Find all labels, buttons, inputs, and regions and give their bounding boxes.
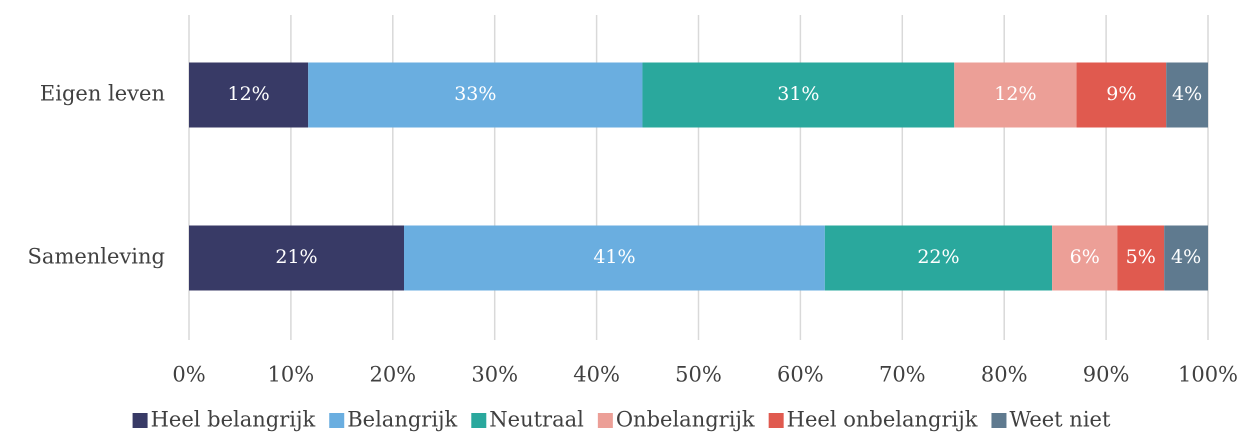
bar-segment [404, 225, 825, 291]
x-tick-label: 100% [1178, 363, 1238, 387]
legend-swatch [329, 413, 345, 428]
x-tick-label: 60% [777, 363, 824, 387]
y-tick-label: Samenleving [28, 245, 165, 269]
x-tick-label: 0% [172, 363, 205, 387]
data-label: 22% [917, 246, 959, 268]
bar-segment [1166, 62, 1208, 128]
legend-label: Heel belangrijk [151, 408, 316, 432]
bar-segment [189, 225, 405, 291]
x-tick-label: 80% [981, 363, 1028, 387]
data-label: 6% [1070, 246, 1100, 268]
data-label: 12% [227, 83, 269, 105]
y-tick-label: Eigen leven [40, 82, 165, 106]
x-tick-label: 50% [675, 363, 722, 387]
x-tick-label: 10% [268, 363, 315, 387]
legend-label: Neutraal [489, 408, 584, 432]
data-label: 4% [1172, 83, 1202, 105]
x-tick-label: 70% [879, 363, 926, 387]
legend-swatch [132, 413, 148, 428]
bar-segment [1117, 225, 1165, 291]
bar-segment [642, 62, 955, 128]
legend-swatch [991, 413, 1007, 428]
legend-label: Onbelangrijk [616, 408, 755, 432]
data-label: 4% [1171, 246, 1201, 268]
bar-segment [954, 62, 1077, 128]
legend-swatch [768, 413, 784, 428]
bar-segment [1052, 225, 1118, 291]
bar-segment [189, 62, 309, 128]
legend-label: Weet niet [1009, 408, 1111, 432]
bar-segment [1076, 62, 1167, 128]
x-tick-label: 90% [1083, 363, 1130, 387]
data-label: 33% [454, 83, 496, 105]
x-tick-label: 40% [573, 363, 620, 387]
bar-segment [308, 62, 643, 128]
legend-swatch [597, 413, 613, 428]
data-label: 5% [1126, 246, 1156, 268]
data-label: 12% [994, 83, 1036, 105]
data-label: 9% [1106, 83, 1136, 105]
legend-label: Heel onbelangrijk [787, 408, 978, 432]
legend-label: Belangrijk [347, 408, 457, 432]
x-tick-label: 30% [471, 363, 518, 387]
data-label: 41% [593, 246, 635, 268]
x-tick-label: 20% [369, 363, 416, 387]
bar-segment [1164, 225, 1208, 291]
bar-segment [824, 225, 1053, 291]
legend-swatch [471, 413, 487, 428]
data-label: 21% [275, 246, 317, 268]
data-label: 31% [777, 83, 819, 105]
